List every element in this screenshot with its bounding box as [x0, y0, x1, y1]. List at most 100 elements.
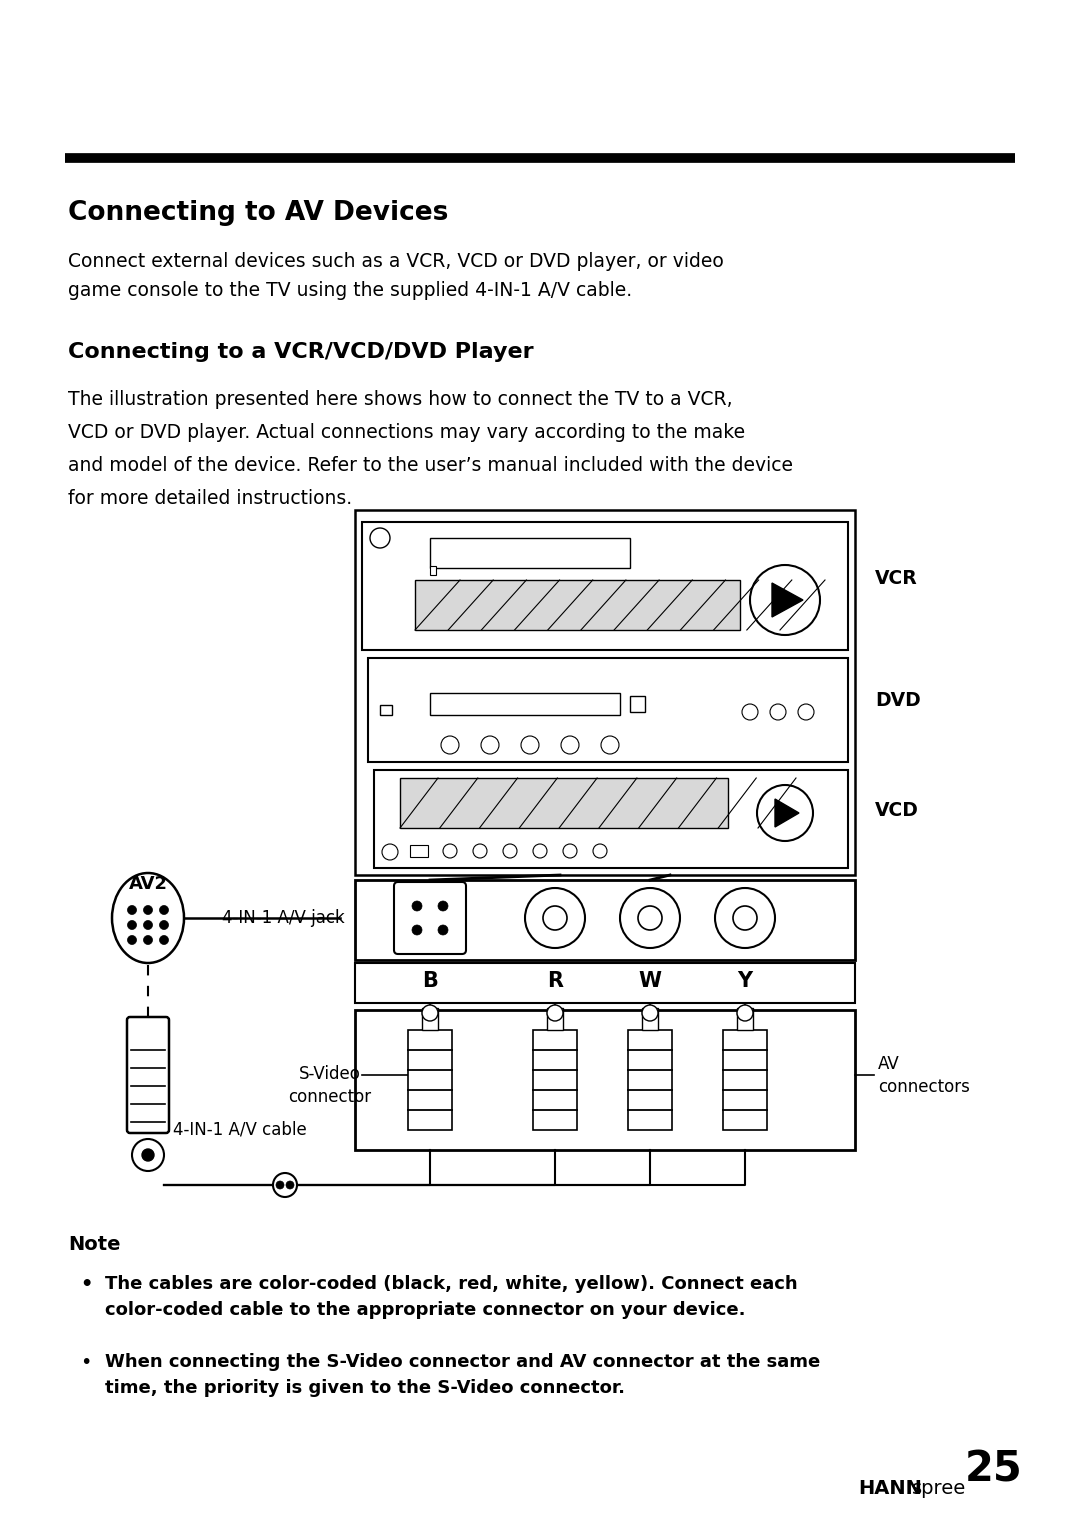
Bar — [627, 1031, 672, 1130]
Text: 25: 25 — [966, 1448, 1023, 1489]
Bar — [410, 846, 428, 856]
Circle shape — [370, 528, 390, 547]
Circle shape — [561, 735, 579, 754]
Circle shape — [132, 1139, 164, 1171]
Circle shape — [742, 703, 758, 720]
Circle shape — [441, 735, 459, 754]
Text: 4-IN-1 A/V jack: 4-IN-1 A/V jack — [222, 910, 345, 927]
Text: Note: Note — [68, 1235, 121, 1254]
Circle shape — [443, 844, 457, 858]
Bar — [355, 511, 855, 875]
Circle shape — [127, 905, 136, 914]
Circle shape — [438, 901, 448, 911]
Circle shape — [141, 1148, 154, 1161]
Text: Y: Y — [738, 971, 753, 991]
Circle shape — [770, 703, 786, 720]
Bar — [355, 881, 855, 960]
Circle shape — [411, 901, 422, 911]
Circle shape — [503, 844, 517, 858]
Circle shape — [127, 920, 136, 930]
Circle shape — [144, 905, 152, 914]
Circle shape — [160, 905, 168, 914]
Bar — [362, 521, 848, 650]
Text: B: B — [422, 971, 437, 991]
Bar — [737, 1008, 753, 1031]
Text: for more detailed instructions.: for more detailed instructions. — [68, 489, 352, 508]
FancyBboxPatch shape — [394, 882, 465, 954]
Bar — [430, 693, 620, 716]
Text: VCR: VCR — [875, 569, 918, 587]
Bar — [408, 1031, 453, 1130]
Circle shape — [620, 888, 680, 948]
Bar — [355, 1011, 855, 1150]
Text: When connecting the S-Video connector and AV connector at the same
time, the pri: When connecting the S-Video connector an… — [105, 1353, 820, 1398]
Bar — [430, 538, 630, 567]
Circle shape — [521, 735, 539, 754]
Bar — [430, 566, 436, 575]
Circle shape — [276, 1180, 284, 1190]
Circle shape — [144, 936, 152, 945]
Text: The cables are color-coded (black, red, white, yellow). Connect each
color-coded: The cables are color-coded (black, red, … — [105, 1275, 798, 1320]
Bar — [642, 1008, 658, 1031]
Bar — [534, 1031, 577, 1130]
Circle shape — [525, 888, 585, 948]
Circle shape — [286, 1180, 294, 1190]
Circle shape — [382, 844, 399, 859]
Ellipse shape — [112, 873, 184, 963]
Circle shape — [750, 566, 820, 635]
Bar — [374, 771, 848, 868]
Text: •: • — [80, 1275, 93, 1294]
Text: and model of the device. Refer to the user’s manual included with the device: and model of the device. Refer to the us… — [68, 456, 793, 476]
Text: spree: spree — [912, 1479, 967, 1498]
Bar — [630, 696, 645, 713]
Text: Connect external devices such as a VCR, VCD or DVD player, or video
game console: Connect external devices such as a VCR, … — [68, 252, 724, 301]
Circle shape — [160, 920, 168, 930]
Text: 4-IN-1 A/V cable: 4-IN-1 A/V cable — [173, 1121, 307, 1139]
Polygon shape — [775, 800, 799, 827]
Text: VCD or DVD player. Actual connections may vary according to the make: VCD or DVD player. Actual connections ma… — [68, 424, 745, 442]
Circle shape — [715, 888, 775, 948]
Circle shape — [733, 907, 757, 930]
Text: AV: AV — [878, 1055, 900, 1073]
Bar — [400, 778, 728, 829]
Text: HANN: HANN — [858, 1479, 922, 1498]
Text: The illustration presented here shows how to connect the TV to a VCR,: The illustration presented here shows ho… — [68, 390, 732, 408]
Circle shape — [273, 1173, 297, 1197]
Text: Connecting to a VCR/VCD/DVD Player: Connecting to a VCR/VCD/DVD Player — [68, 342, 534, 362]
Bar — [380, 705, 392, 716]
Text: VCD: VCD — [875, 801, 919, 820]
Text: DVD: DVD — [875, 691, 921, 709]
Circle shape — [127, 936, 136, 945]
Bar — [368, 657, 848, 761]
Circle shape — [757, 784, 813, 841]
Circle shape — [481, 735, 499, 754]
Circle shape — [737, 1005, 753, 1021]
Circle shape — [600, 735, 619, 754]
Circle shape — [638, 907, 662, 930]
Text: •: • — [80, 1353, 92, 1372]
Text: Connecting to AV Devices: Connecting to AV Devices — [68, 200, 448, 226]
Circle shape — [144, 920, 152, 930]
Text: W: W — [638, 971, 661, 991]
Text: R: R — [546, 971, 563, 991]
Circle shape — [438, 925, 448, 936]
Circle shape — [798, 703, 814, 720]
Circle shape — [563, 844, 577, 858]
Bar — [723, 1031, 767, 1130]
FancyBboxPatch shape — [127, 1017, 168, 1133]
Bar — [415, 579, 740, 630]
Circle shape — [642, 1005, 658, 1021]
Polygon shape — [772, 583, 804, 618]
Bar — [422, 1008, 438, 1031]
Circle shape — [546, 1005, 563, 1021]
Text: AV2: AV2 — [129, 875, 167, 893]
Circle shape — [534, 844, 546, 858]
Bar — [355, 963, 855, 1003]
Circle shape — [160, 936, 168, 945]
Text: connectors: connectors — [878, 1078, 970, 1096]
Text: connector: connector — [288, 1089, 372, 1105]
Circle shape — [543, 907, 567, 930]
Circle shape — [473, 844, 487, 858]
Circle shape — [411, 925, 422, 936]
Bar — [546, 1008, 563, 1031]
